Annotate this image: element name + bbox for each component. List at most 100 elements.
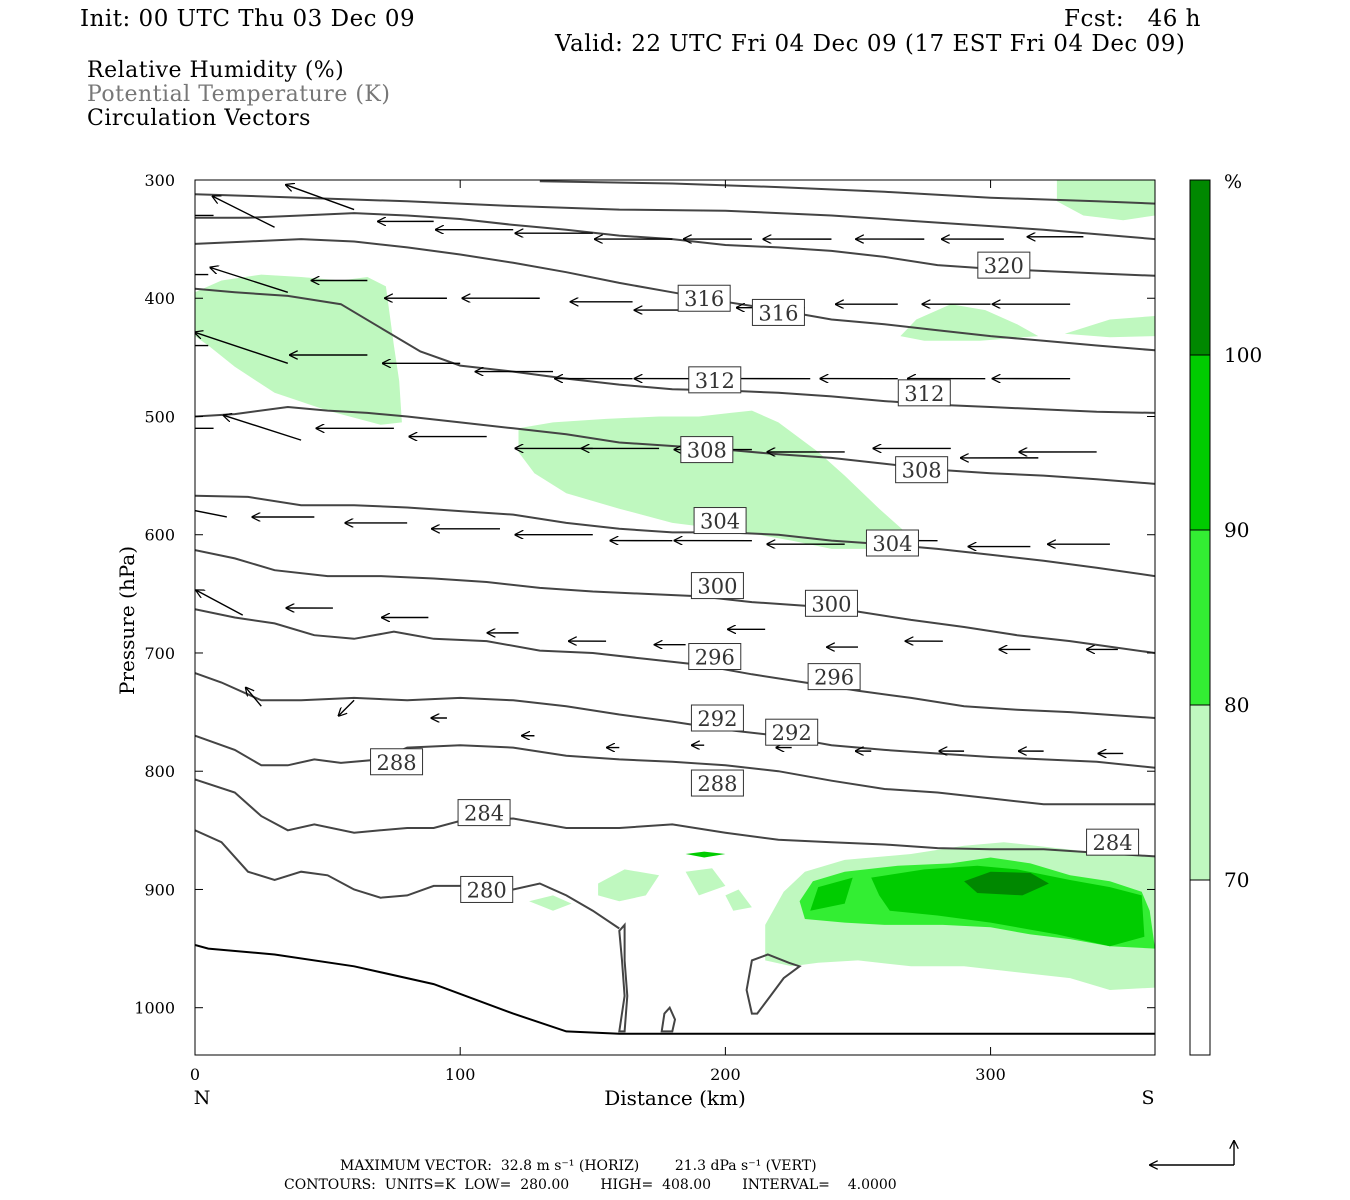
rh-region-90 (685, 851, 726, 858)
x-tick-label: 0 (190, 1065, 200, 1084)
north-label: N (194, 1087, 211, 1109)
theta-label-box (688, 366, 742, 394)
theta-label-box (765, 718, 819, 746)
rh-region-70 (529, 895, 572, 911)
rh-region-90 (871, 865, 1145, 947)
colorbar-swatch-70 (1189, 704, 1211, 881)
theta-label: 304 (700, 510, 740, 534)
circulation-vector (224, 415, 302, 441)
theta-label-box (693, 507, 747, 535)
colorbar-swatch-below-70 (1189, 879, 1211, 1056)
theta-label: 296 (814, 666, 854, 690)
rh-region-70 (725, 889, 752, 911)
y-tick-label: 1000 (134, 999, 175, 1018)
theta-label-box (751, 298, 805, 326)
rh-region-70 (598, 869, 660, 902)
terrain-contour (195, 944, 1155, 1035)
max-vector-info: MAXIMUM VECTOR: 32.8 m s⁻¹ (HORIZ) 21.3 … (340, 1158, 817, 1174)
circulation-vector (246, 688, 262, 707)
rh-region-70 (195, 274, 402, 425)
theta-label: 312 (904, 382, 944, 406)
rh-region-70 (1064, 316, 1155, 338)
theta-contour-312 (195, 287, 1155, 414)
theta-label: 300 (811, 592, 851, 616)
theta-label: 316 (684, 287, 724, 311)
y-tick-label: 700 (144, 644, 175, 663)
y-axis-title: Pressure (hPa) (115, 546, 139, 695)
forecast-hour: Fcst: 46 h (1064, 6, 1201, 32)
theta-label-box (688, 643, 742, 671)
theta-label-box (680, 436, 734, 464)
circulation-vector (210, 268, 289, 293)
theta-label: 308 (687, 439, 727, 463)
theta-contour-328 (539, 180, 1155, 205)
y-tick-label: 500 (144, 407, 175, 426)
field-potential-temperature: Potential Temperature (K) (87, 82, 391, 107)
theta-closed-contour (745, 953, 802, 1015)
rh-region-70 (1056, 180, 1155, 221)
theta-label: 304 (872, 532, 912, 556)
field-relative-humidity: Relative Humidity (%) (87, 58, 345, 83)
theta-closed-contour (618, 922, 629, 1033)
theta-label-box (977, 251, 1031, 279)
field-circulation-vectors: Circulation Vectors (87, 106, 311, 131)
plot-area (195, 180, 1155, 1035)
colorbar-unit: % (1224, 171, 1242, 193)
theta-contour-308 (195, 405, 1155, 485)
theta-label: 280 (467, 878, 507, 902)
theta-label: 288 (697, 772, 737, 796)
circulation-vector (213, 196, 275, 228)
theta-contour-324 (195, 193, 1155, 241)
rh-region-70 (685, 868, 726, 896)
theta-label: 308 (902, 459, 942, 483)
theta-label: 288 (377, 751, 417, 775)
y-tick-label: 600 (144, 526, 175, 545)
circulation-vector (339, 699, 355, 716)
theta-contour-280 (195, 829, 620, 930)
theta-contour-300 (195, 549, 1155, 654)
x-axis-title: Distance (km) (604, 1086, 746, 1110)
plot-frame (194, 179, 1156, 1056)
contour-info: CONTOURS: UNITS=K LOW= 280.00 HIGH= 408.… (284, 1177, 897, 1193)
circulation-vector (286, 185, 355, 211)
circulation-vector (196, 590, 244, 616)
theta-label-box (460, 875, 514, 903)
y-tick-label: 900 (144, 880, 175, 899)
theta-label: 292 (772, 721, 812, 745)
theta-closed-contour (660, 1005, 677, 1033)
theta-label: 284 (464, 802, 504, 826)
theta-contour-296 (195, 608, 1155, 719)
theta-label: 296 (695, 646, 735, 670)
colorbar-swatch-100 (1189, 179, 1211, 356)
x-tick-label: 200 (710, 1065, 741, 1084)
colorbar-tick-label: 70 (1224, 868, 1249, 892)
colorbar-swatch-80 (1189, 529, 1211, 706)
colorbar-tick-label: 100 (1224, 343, 1262, 367)
theta-contour-284 (195, 778, 1155, 858)
colorbar-tick-label: 90 (1224, 518, 1249, 542)
theta-label-box (690, 572, 744, 600)
rh-region-70 (900, 304, 1039, 341)
theta-label: 316 (758, 301, 798, 325)
theta-label: 312 (695, 369, 735, 393)
rh-region-70 (518, 410, 906, 549)
theta-label: 300 (697, 575, 737, 599)
theta-label-box (807, 663, 861, 691)
y-tick-label: 800 (144, 762, 175, 781)
colorbar-tick-label: 80 (1224, 693, 1249, 717)
theta-contour-304 (195, 494, 1155, 578)
valid-time: Valid: 22 UTC Fri 04 Dec 09 (17 EST Fri … (555, 31, 1186, 57)
theta-label-box (895, 456, 949, 484)
theta-label-box (1086, 828, 1140, 856)
circulation-vector (195, 332, 289, 364)
theta-label-box (804, 589, 858, 617)
theta-contour-316 (195, 238, 1155, 352)
x-tick-label: 100 (445, 1065, 476, 1084)
y-tick-label: 400 (144, 289, 175, 308)
rh-region-100 (964, 871, 1049, 896)
y-tick-label: 300 (144, 171, 175, 190)
theta-label: 320 (984, 254, 1024, 278)
theta-label-box (897, 379, 951, 407)
theta-label: 292 (697, 707, 737, 731)
